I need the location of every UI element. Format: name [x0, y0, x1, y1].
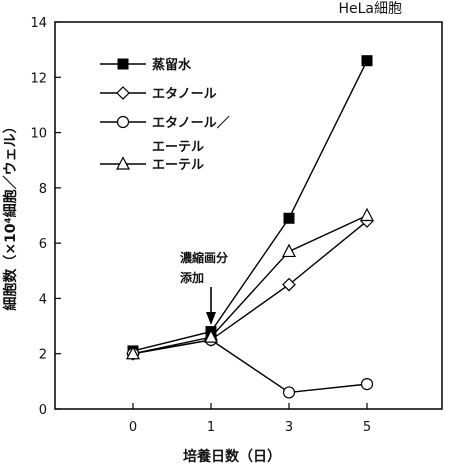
legend-marker [117, 58, 129, 70]
x-axis-label: 培養日数（日） [183, 448, 281, 465]
x-tick-label: 3 [285, 420, 293, 435]
annotation-text: 濃縮画分 [180, 250, 228, 265]
data-point [282, 277, 296, 292]
legend-marker [116, 156, 130, 170]
x-tick-label: 0 [129, 420, 137, 435]
legend-label: エタノール／ [152, 115, 230, 131]
series-line [132, 214, 368, 355]
legend-label: エタノール [152, 87, 217, 102]
axes: 0 2 4 6 8 10 12 14 0 1 3 5 [30, 16, 371, 435]
y-tick-label: 14 [30, 16, 47, 31]
data-point [282, 386, 296, 399]
data-point [360, 207, 374, 222]
y-tick-label: 2 [39, 348, 47, 363]
chart-title: HeLa細胞 [338, 1, 402, 17]
x-tick-label: 1 [207, 420, 215, 435]
annotation-arrow-head [206, 312, 216, 325]
legend-label: エーテル [152, 158, 204, 173]
data-point [126, 345, 140, 360]
legend-label: 蒸留水 [152, 57, 192, 73]
series-line [132, 60, 368, 352]
y-tick-label: 6 [39, 237, 47, 252]
plot-frame [54, 21, 443, 410]
data-point [283, 212, 295, 224]
y-tick-label: 10 [30, 127, 47, 142]
y-tick-label: 8 [39, 182, 47, 197]
legend-label: エーテル [152, 140, 204, 155]
data-point [282, 243, 296, 258]
data-point [204, 329, 218, 343]
y-tick-label: 0 [39, 403, 47, 418]
data-point [360, 378, 374, 391]
annotation-text: 添加 [180, 270, 204, 285]
series-line [132, 220, 368, 355]
data-point [361, 55, 373, 67]
series-line [132, 339, 368, 394]
legend-marker [116, 86, 130, 100]
y-tick-label: 4 [39, 292, 47, 307]
x-tick-label: 5 [363, 420, 371, 435]
legend-marker [116, 115, 130, 129]
y-axis-label: 細胞数（×10⁴細胞／ウェル） [2, 119, 19, 310]
series-layer [126, 55, 374, 399]
y-tick-label: 12 [30, 71, 47, 86]
